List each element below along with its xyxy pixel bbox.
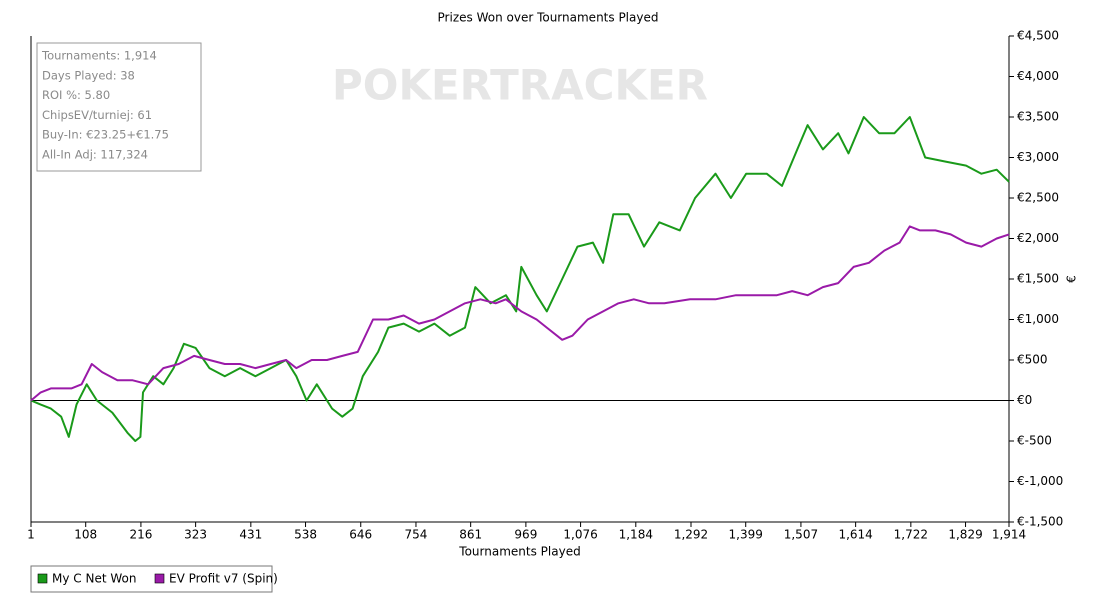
x-tick-label: 216 — [129, 528, 152, 542]
x-tick-label: 1,722 — [894, 528, 928, 542]
stat-line: ChipsEV/turniej: 61 — [42, 108, 152, 122]
y-tick-label: €500 — [1017, 353, 1048, 367]
y-tick-label: €0 — [1017, 393, 1032, 407]
stat-line: Days Played: 38 — [42, 68, 135, 82]
y-tick-label: €4,000 — [1017, 69, 1059, 83]
y-tick-label: €1,000 — [1017, 312, 1059, 326]
series-line — [30, 225, 1010, 402]
legend-label: EV Profit v7 (Spin) — [169, 572, 278, 586]
y-tick-label: €3,000 — [1017, 150, 1059, 164]
x-tick-label: 1,184 — [619, 528, 653, 542]
stat-line: ROI %: 5.80 — [42, 88, 110, 102]
x-tick-label: 754 — [405, 528, 428, 542]
chart-title: Prizes Won over Tournaments Played — [438, 11, 659, 25]
y-tick-label: €-500 — [1017, 434, 1052, 448]
x-tick-label: 1,614 — [838, 528, 872, 542]
series-line — [30, 116, 1010, 442]
x-tick-label: 1,076 — [563, 528, 597, 542]
x-tick-label: 969 — [514, 528, 537, 542]
y-tick-label: €-1,500 — [1017, 515, 1063, 529]
stats-box — [36, 42, 202, 172]
x-tick-label: 431 — [239, 528, 262, 542]
x-tick-label: 1,507 — [784, 528, 818, 542]
y-tick-label: €1,500 — [1017, 272, 1059, 286]
x-tick-label: 1,829 — [948, 528, 982, 542]
stat-line: All-In Adj: 117,324 — [42, 148, 148, 162]
x-tick-label: 1,399 — [729, 528, 763, 542]
y-tick-label: €2,000 — [1017, 231, 1059, 245]
x-tick-label: 1,914 — [992, 528, 1026, 542]
x-tick-label: 861 — [459, 528, 482, 542]
x-tick-label: 1 — [27, 528, 35, 542]
stat-line: Buy-In: €23.25+€1.75 — [42, 128, 169, 142]
legend — [30, 565, 273, 593]
x-tick-label: 646 — [349, 528, 372, 542]
y-tick-label: €-1,000 — [1017, 474, 1063, 488]
legend-swatch — [154, 573, 165, 584]
legend-swatch — [37, 573, 48, 584]
x-tick-label: 323 — [184, 528, 207, 542]
y-tick-label: €3,500 — [1017, 110, 1059, 124]
watermark: POKERTRACKER — [332, 61, 708, 110]
legend-label: My C Net Won — [52, 572, 136, 586]
y-tick-label: €2,500 — [1017, 191, 1059, 205]
stat-line: Tournaments: 1,914 — [41, 49, 157, 63]
x-tick-label: 108 — [74, 528, 97, 542]
x-tick-label: 538 — [294, 528, 317, 542]
y-tick-label: €4,500 — [1017, 29, 1059, 43]
x-axis-label: Tournaments Played — [458, 545, 580, 559]
x-tick-label: 1,292 — [674, 528, 708, 542]
y-axis-label: € — [1065, 275, 1079, 283]
